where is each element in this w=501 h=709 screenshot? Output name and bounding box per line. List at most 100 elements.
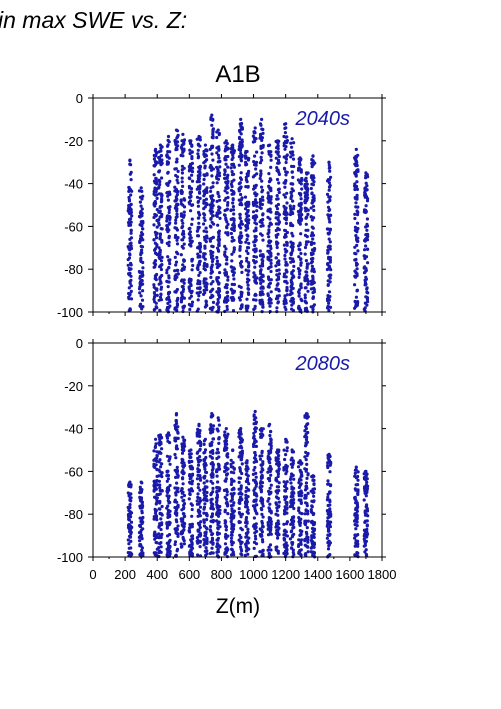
data-point — [356, 249, 360, 253]
data-point — [229, 499, 233, 503]
data-point — [284, 145, 288, 149]
data-point — [283, 229, 288, 233]
data-point — [157, 479, 161, 483]
data-point — [299, 286, 303, 290]
data-point — [268, 502, 272, 506]
data-point — [326, 547, 331, 551]
data-point — [363, 509, 367, 513]
data-point — [303, 539, 307, 543]
data-point — [261, 460, 265, 464]
data-point — [211, 300, 216, 304]
data-point — [312, 529, 316, 533]
data-point — [353, 533, 357, 537]
data-point — [259, 488, 263, 492]
data-point — [231, 208, 236, 212]
data-point — [239, 132, 243, 136]
data-point — [229, 536, 234, 540]
data-point — [157, 468, 161, 472]
data-point — [254, 255, 258, 259]
data-point — [240, 462, 244, 466]
data-point — [188, 523, 192, 527]
data-point — [218, 487, 222, 491]
data-point — [229, 465, 233, 469]
data-point — [166, 138, 170, 142]
data-point — [203, 448, 208, 452]
data-point — [238, 176, 243, 180]
data-point — [353, 274, 357, 278]
data-point — [190, 507, 194, 512]
data-point — [182, 235, 186, 239]
data-point — [127, 199, 132, 203]
data-point — [139, 488, 143, 492]
data-point — [153, 199, 157, 204]
data-point — [239, 285, 243, 289]
data-point — [159, 200, 163, 204]
data-point — [267, 449, 271, 453]
data-point — [158, 483, 162, 487]
data-point — [166, 134, 171, 139]
data-point — [354, 465, 358, 469]
data-point — [238, 429, 243, 433]
data-point — [365, 524, 369, 528]
data-point — [225, 220, 229, 224]
data-point — [291, 234, 295, 238]
data-point — [175, 275, 179, 279]
data-point — [269, 158, 273, 162]
data-point — [284, 122, 288, 126]
data-point — [366, 261, 370, 265]
data-point — [215, 550, 219, 555]
data-point — [196, 216, 200, 220]
data-point — [362, 537, 366, 541]
data-point — [328, 490, 332, 494]
data-point — [267, 497, 271, 501]
data-point — [253, 453, 258, 457]
data-point — [290, 187, 294, 191]
data-point — [267, 150, 271, 154]
data-point — [305, 454, 309, 458]
data-point — [129, 289, 133, 293]
y-tick-label: -60 — [64, 464, 83, 479]
data-point — [203, 174, 207, 178]
data-point — [174, 518, 178, 522]
data-point — [274, 204, 279, 208]
data-point — [326, 213, 330, 217]
data-point — [260, 261, 264, 265]
data-point — [155, 244, 159, 248]
data-point — [215, 495, 220, 499]
data-point — [139, 490, 143, 494]
data-point — [252, 540, 257, 545]
data-point — [237, 480, 241, 484]
data-point — [290, 137, 294, 141]
data-point — [267, 506, 271, 510]
data-point — [154, 442, 158, 446]
data-point — [174, 221, 178, 225]
data-point — [261, 238, 265, 242]
data-point — [306, 512, 310, 516]
data-point — [203, 261, 207, 265]
data-point — [190, 541, 194, 545]
data-point — [304, 467, 309, 472]
data-point — [188, 230, 192, 234]
data-point — [274, 458, 278, 462]
data-point — [258, 202, 262, 206]
data-point — [165, 160, 169, 164]
data-point — [198, 196, 202, 200]
data-point — [230, 184, 234, 189]
data-point — [284, 173, 288, 177]
data-point — [239, 307, 243, 311]
data-point — [240, 121, 244, 126]
data-point — [284, 501, 288, 505]
data-point — [276, 216, 280, 220]
data-point — [166, 198, 170, 202]
data-point — [230, 479, 234, 483]
data-point — [129, 163, 133, 167]
data-point — [210, 412, 214, 416]
data-point — [282, 480, 286, 484]
data-point — [152, 190, 156, 194]
data-point — [246, 251, 250, 256]
data-point — [203, 143, 207, 147]
data-point — [312, 499, 316, 503]
data-point — [159, 465, 163, 469]
data-point — [254, 260, 258, 264]
data-point — [291, 248, 295, 252]
